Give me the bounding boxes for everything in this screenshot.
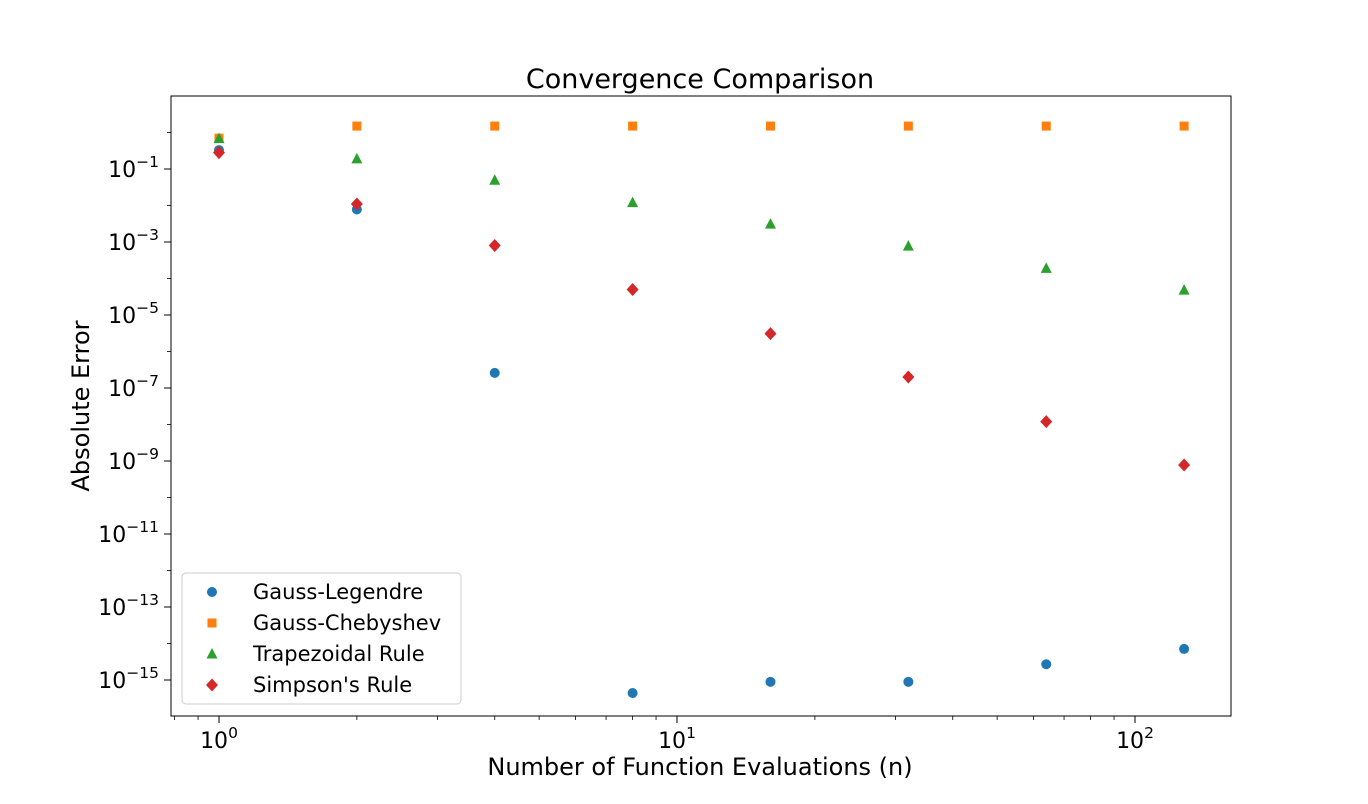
- data-point: [626, 282, 639, 296]
- data-point: [765, 676, 776, 687]
- data-point: [213, 132, 225, 144]
- data-point: [765, 121, 775, 131]
- data-point: [903, 121, 913, 131]
- x-tick-label: 100: [200, 724, 238, 754]
- plot-frame: [170, 95, 1232, 717]
- legend-marker: [206, 648, 218, 659]
- series-gauss-chebyshev: [214, 121, 1189, 143]
- data-point: [628, 121, 638, 131]
- y-tick-label: 10−11: [98, 518, 159, 548]
- data-point: [490, 121, 500, 131]
- data-point: [489, 174, 501, 185]
- data-point: [1178, 458, 1191, 472]
- series-trapezoidal-rule: [213, 132, 1190, 295]
- y-axis-title: Absolute Error: [67, 320, 95, 491]
- x-tick-label: 101: [658, 724, 696, 754]
- legend-item: Simpson's Rule: [206, 673, 412, 697]
- legend-item: Gauss-Legendre: [207, 580, 423, 604]
- legend-frame: [181, 572, 462, 705]
- data-point: [1040, 415, 1053, 429]
- legend-label: Trapezoidal Rule: [252, 642, 425, 666]
- legend-item: Gauss-Chebyshev: [207, 611, 441, 635]
- data-point: [1040, 262, 1052, 273]
- legend-marker: [207, 587, 217, 597]
- data-point: [350, 197, 363, 211]
- data-point: [1041, 121, 1051, 131]
- data-point: [902, 370, 915, 384]
- y-tick-label: 10−9: [108, 445, 159, 475]
- legend-label: Simpson's Rule: [253, 673, 412, 697]
- data-point: [627, 688, 638, 699]
- legend-marker: [206, 678, 218, 692]
- data-point: [489, 367, 500, 378]
- data-point: [902, 240, 914, 251]
- data-point: [1179, 643, 1190, 654]
- y-tick-label: 10−1: [108, 153, 159, 183]
- data-point: [627, 196, 639, 208]
- legend: Gauss-Legendre Gauss-Chebyshev Trapezoidal…: [181, 572, 462, 705]
- data-point: [1178, 284, 1190, 295]
- data-point: [903, 676, 914, 687]
- data-point: [488, 239, 501, 253]
- legend-marker: [207, 618, 217, 628]
- legend-item: Trapezoidal Rule: [206, 642, 425, 666]
- y-tick-label: 10−3: [108, 226, 159, 256]
- data-point: [764, 218, 776, 229]
- data-point: [764, 327, 777, 341]
- y-tick-label: 10−15: [98, 664, 159, 694]
- data-point: [1179, 121, 1189, 131]
- data-point: [351, 152, 363, 164]
- data-point: [1041, 659, 1052, 670]
- y-tick-label: 10−7: [108, 372, 159, 402]
- x-tick-label: 102: [1116, 724, 1154, 754]
- chart-title: Convergence Comparison: [526, 64, 874, 95]
- legend-label: Gauss-Chebyshev: [253, 611, 441, 635]
- y-tick-label: 10−5: [108, 299, 159, 329]
- plot-marks: [213, 121, 1191, 699]
- series-simpson-s-rule: [213, 146, 1191, 472]
- data-point: [352, 121, 362, 131]
- x-axis-title: Number of Function Evaluations (n): [487, 753, 912, 781]
- axes: 100 101 102 10−1 10−3 10−5 10−7 10−9 10−11 10−13 1…: [98, 132, 1154, 754]
- data-point: [213, 146, 225, 160]
- legend-label: Gauss-Legendre: [253, 580, 423, 604]
- y-tick-label: 10−13: [98, 591, 159, 621]
